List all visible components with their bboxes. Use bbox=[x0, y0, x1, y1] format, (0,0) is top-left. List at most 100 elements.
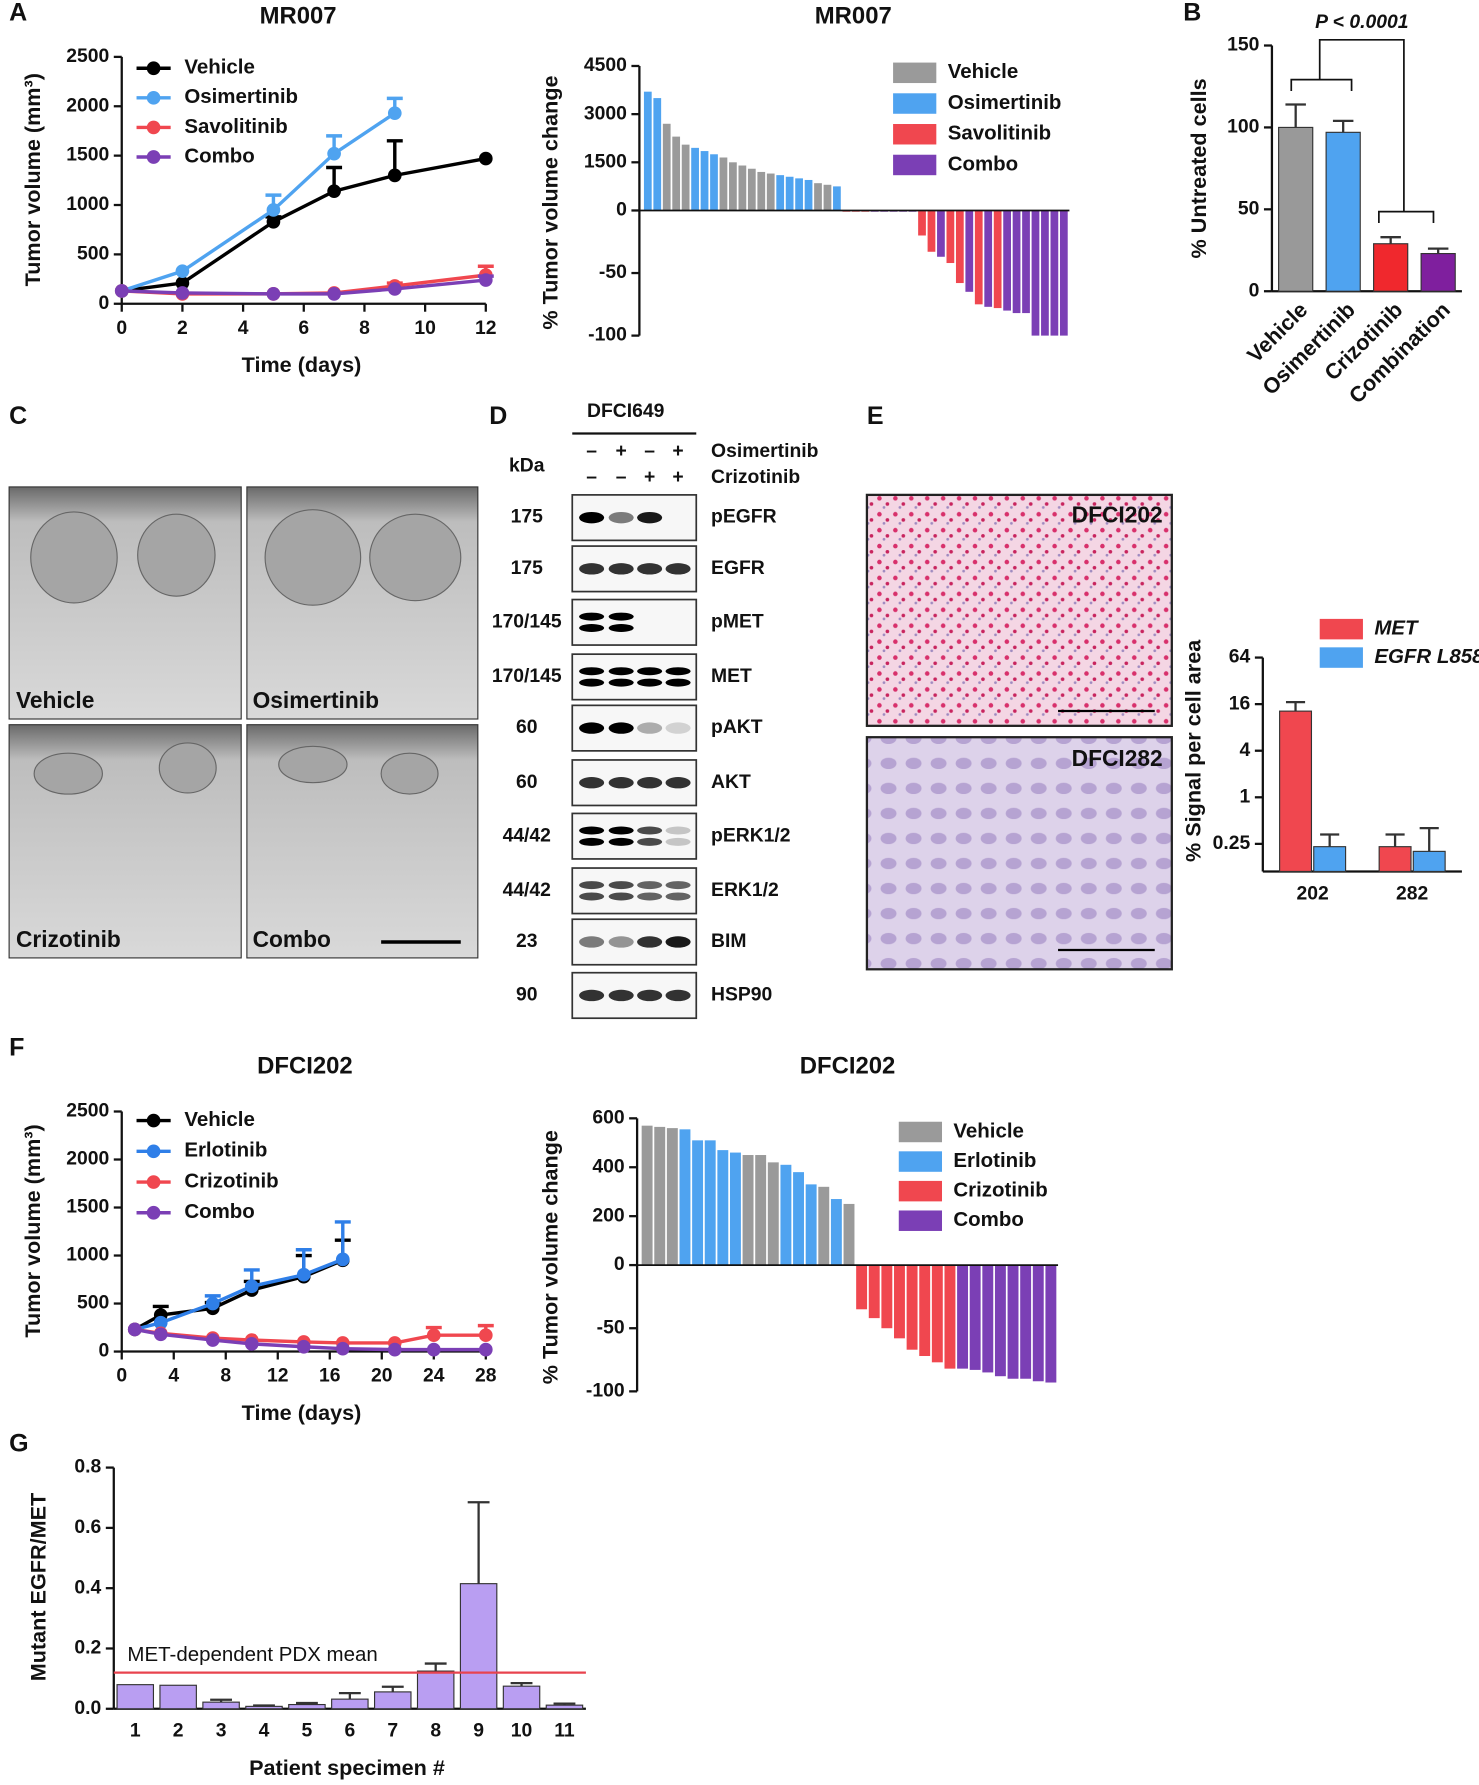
blot-band bbox=[608, 989, 634, 1002]
significance-bracket bbox=[1290, 78, 1353, 92]
error-bar bbox=[1380, 236, 1401, 244]
data-point bbox=[244, 1279, 259, 1294]
bar bbox=[818, 1186, 830, 1266]
legend-label: Combo bbox=[184, 1200, 254, 1223]
bar bbox=[700, 151, 709, 211]
chart-title: DFCI202 bbox=[257, 1052, 353, 1079]
data-point bbox=[266, 287, 281, 301]
bar bbox=[416, 1670, 455, 1710]
y-tick-label: 1500 bbox=[66, 144, 109, 166]
legend-label: EGFR L858R bbox=[1374, 645, 1479, 668]
x-axis-label: Time (days) bbox=[242, 352, 362, 377]
y-tick-label: 0 bbox=[1249, 279, 1260, 301]
treatment-name: Crizotinib bbox=[711, 466, 800, 488]
blot-band bbox=[579, 989, 605, 1002]
y-tick-label: 0 bbox=[616, 199, 627, 221]
blot-band bbox=[637, 881, 663, 890]
legend-marker bbox=[146, 91, 161, 105]
error-bar bbox=[296, 1701, 318, 1705]
data-point bbox=[266, 203, 281, 217]
bar bbox=[767, 1162, 779, 1266]
legend-label: Combo bbox=[948, 152, 1019, 175]
blot-strip bbox=[571, 653, 698, 701]
y-tick-label: 1500 bbox=[66, 1196, 109, 1218]
bar bbox=[757, 171, 766, 211]
data-point bbox=[205, 1333, 220, 1347]
y-tick-label: 4 bbox=[1240, 739, 1251, 761]
blot-band bbox=[608, 563, 634, 575]
protein-label: pERK1/2 bbox=[711, 824, 790, 846]
bar bbox=[965, 210, 974, 292]
data-point bbox=[327, 287, 341, 301]
legend-label: Osimertinib bbox=[948, 91, 1062, 114]
cell-cluster bbox=[278, 745, 348, 784]
blot-band bbox=[579, 563, 605, 575]
blot-band bbox=[579, 936, 605, 948]
legend-label: Savolitinib bbox=[184, 115, 288, 138]
cell-cluster bbox=[380, 752, 439, 795]
bar bbox=[830, 1199, 842, 1266]
bar bbox=[1032, 1265, 1044, 1382]
y-tick-label: 1000 bbox=[66, 1244, 109, 1266]
bar bbox=[1031, 210, 1040, 336]
data-point bbox=[478, 273, 493, 287]
panel-letter: B bbox=[1183, 0, 1201, 26]
y-tick-label: 500 bbox=[77, 242, 109, 264]
micrograph-label: DFCI282 bbox=[1072, 745, 1163, 771]
x-tick-label: 6 bbox=[344, 1720, 355, 1742]
x-tick-label: 7 bbox=[387, 1720, 398, 1742]
legend-swatch bbox=[898, 1151, 943, 1172]
blot-band bbox=[579, 511, 605, 524]
data-point bbox=[153, 1315, 168, 1330]
bar bbox=[755, 1155, 767, 1266]
x-tick-label: 20 bbox=[371, 1365, 393, 1387]
bar bbox=[710, 154, 718, 211]
bar bbox=[654, 1126, 666, 1266]
kda-label: 170/145 bbox=[492, 665, 562, 687]
bar bbox=[1022, 210, 1030, 314]
y-tick-label: 0.0 bbox=[74, 1697, 101, 1719]
bar bbox=[919, 1265, 931, 1357]
bar bbox=[993, 210, 1002, 309]
y-tick-label: 0 bbox=[614, 1253, 625, 1275]
x-tick-label: 0 bbox=[116, 317, 127, 339]
legend-label: Savolitinib bbox=[948, 122, 1052, 145]
error-bar bbox=[1285, 103, 1306, 128]
data-point bbox=[478, 1328, 493, 1343]
error-bar bbox=[338, 1691, 361, 1700]
y-tick-label: 50 bbox=[1238, 197, 1260, 219]
bar bbox=[843, 1203, 855, 1266]
kda-label: 170/145 bbox=[492, 610, 562, 632]
micrographs-c bbox=[8, 486, 479, 959]
bar bbox=[814, 183, 822, 211]
data-point bbox=[426, 1328, 441, 1343]
error-bar bbox=[1427, 247, 1449, 254]
legend-swatch bbox=[1319, 647, 1363, 668]
legend-label: Combo bbox=[184, 144, 254, 167]
x-tick-label: 16 bbox=[319, 1365, 341, 1387]
cell-cluster bbox=[158, 742, 217, 794]
kda-label: 23 bbox=[516, 930, 538, 952]
cell-cluster bbox=[264, 509, 362, 606]
bar bbox=[459, 1583, 498, 1710]
bar bbox=[974, 210, 983, 305]
blot-strip bbox=[571, 867, 698, 915]
blot-band bbox=[637, 837, 663, 846]
blot-band bbox=[665, 667, 691, 676]
bar bbox=[202, 1701, 240, 1710]
bar bbox=[704, 1140, 716, 1266]
protein-label: pEGFR bbox=[711, 506, 777, 528]
bar bbox=[946, 210, 955, 264]
blot-band bbox=[579, 826, 605, 835]
micrograph-label: Crizotinib bbox=[16, 926, 121, 952]
x-tick-label: 6 bbox=[298, 317, 309, 339]
blot-band bbox=[608, 667, 634, 676]
data-point bbox=[296, 1339, 311, 1354]
protein-label: EGFR bbox=[711, 557, 765, 579]
legend-label: Erlotinib bbox=[953, 1149, 1036, 1172]
x-tick-label: 4 bbox=[168, 1365, 179, 1387]
data-point bbox=[114, 284, 129, 298]
legend-label: Osimertinib bbox=[184, 85, 298, 108]
kda-label: 175 bbox=[511, 506, 543, 528]
